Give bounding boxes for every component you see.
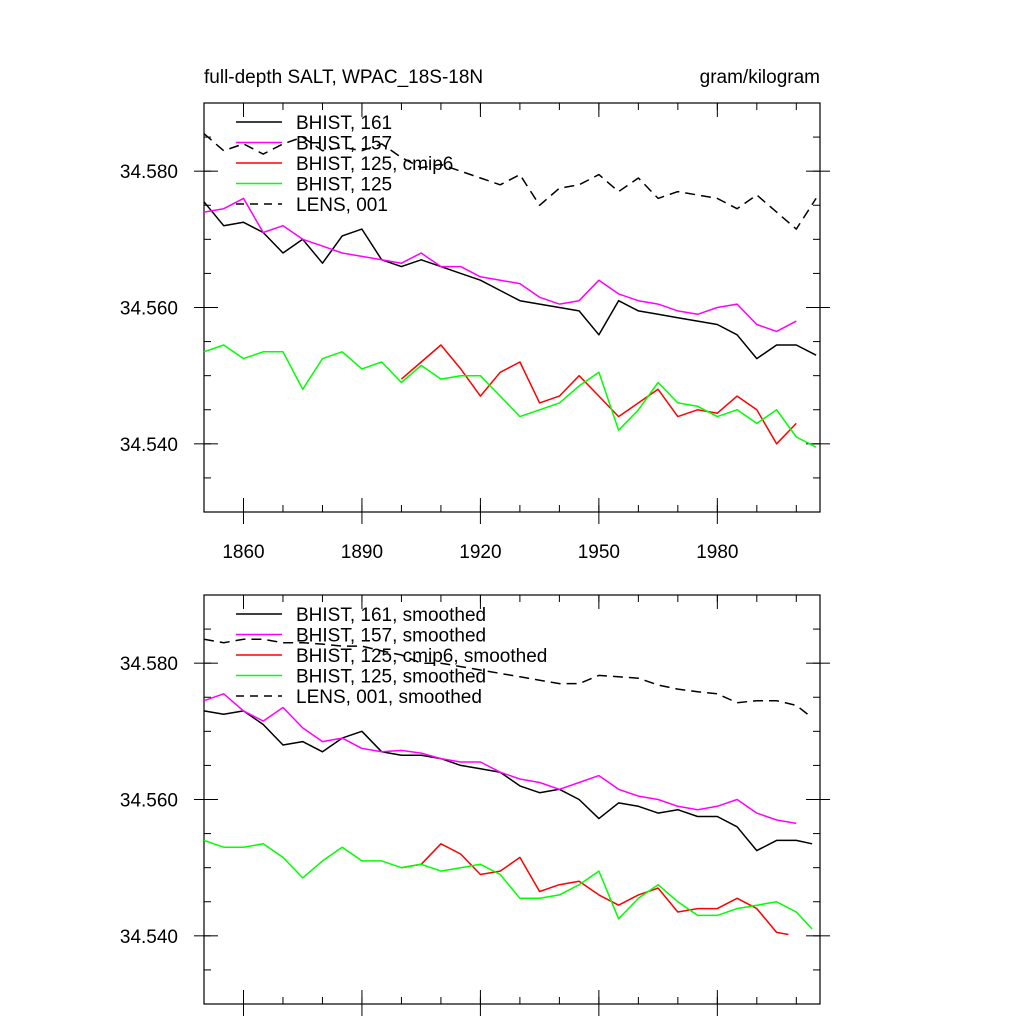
y-tick-label: 34.580 [120, 162, 178, 183]
series-line [203, 201, 817, 360]
series-line [203, 344, 817, 448]
legend-label: BHIST, 125 [296, 175, 392, 196]
x-tick-label: 1890 [341, 542, 383, 563]
series-line [203, 839, 813, 930]
legend-label: BHIST, 161, smoothed [296, 605, 486, 626]
x-tick-label: 1980 [696, 542, 738, 563]
legend-label: LENS, 001 [296, 195, 388, 216]
y-tick-label: 34.540 [120, 435, 178, 456]
x-tick-label: 1950 [578, 542, 620, 563]
legend-label: BHIST, 125, cmip6, smoothed [296, 646, 547, 667]
legend-label: BHIST, 157, smoothed [296, 626, 486, 647]
series-line [203, 638, 813, 719]
series-line [203, 133, 817, 230]
chart-title: full-depth SALT, WPAC_18S-18N [204, 67, 483, 88]
y-tick-label: 34.540 [120, 927, 178, 948]
y-tick-label: 34.580 [120, 654, 178, 675]
y-tick-label: 34.560 [120, 299, 178, 320]
x-tick-label: 1920 [459, 542, 501, 563]
x-tick-label: 1860 [222, 542, 264, 563]
series-line [400, 344, 797, 445]
legend-label: LENS, 001, smoothed [296, 687, 482, 708]
legend-label: BHIST, 157 [296, 134, 392, 155]
series-line [401, 843, 789, 936]
y-tick-label: 34.560 [120, 791, 178, 812]
legend-label: BHIST, 161 [296, 113, 392, 134]
legend-label: BHIST, 125, smoothed [296, 667, 486, 688]
legend-label: BHIST, 125, cmip6 [296, 154, 453, 175]
series-line [203, 197, 797, 333]
chart-units: gram/kilogram [700, 67, 820, 88]
series-line [203, 710, 813, 852]
top-panel: 1860 1890 1920 1950 1980 34.540 34.560 34.580 BH… [120, 102, 830, 563]
series-line [203, 693, 797, 825]
